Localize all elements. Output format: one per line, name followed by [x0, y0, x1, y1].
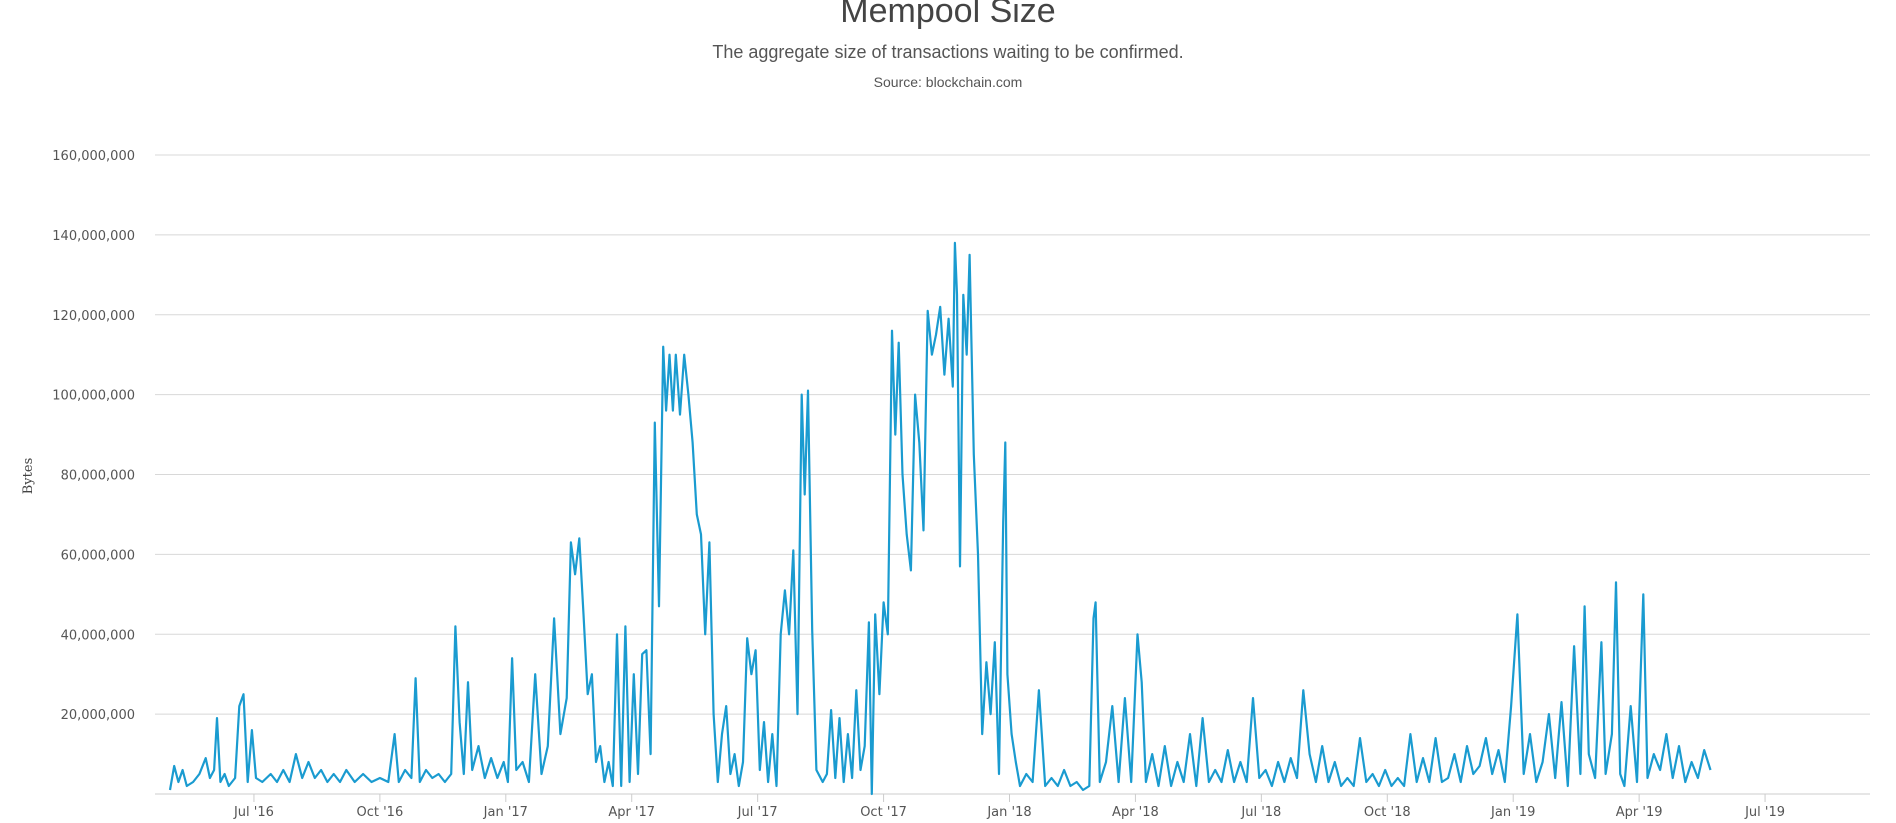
x-tick-label: Jul '16 — [233, 805, 274, 820]
gridlines — [155, 154, 1870, 795]
x-tick-label: Apr '18 — [1112, 805, 1159, 820]
x-tick-label: Oct '16 — [357, 805, 404, 820]
x-tick-label: Oct '18 — [1364, 805, 1411, 820]
x-tick-label: Oct '17 — [860, 805, 907, 820]
y-axis-label: Bytes — [21, 458, 36, 495]
y-axis-ticks: 20,000,000 40,000,000 60,000,000 80,000,000… — [52, 149, 135, 723]
x-tick-label: Apr '19 — [1616, 805, 1663, 820]
x-tick-label: Apr '17 — [608, 805, 655, 820]
chart-source: Source: blockchain.com — [873, 74, 1023, 90]
x-tick-label: Jan '19 — [1490, 805, 1535, 820]
x-axis-ticks: Jul '16 Oct '16 Jan '17 Apr '17 Jul '17 Oct '… — [233, 794, 1785, 820]
x-tick-label: Jul '18 — [1240, 805, 1281, 820]
x-tick-label: Jul '19 — [1744, 805, 1785, 820]
chart-title: Mempool Size — [840, 0, 1056, 30]
y-tick-label: 140,000,000 — [52, 229, 135, 244]
x-tick-label: Jan '17 — [483, 805, 528, 820]
y-tick-label: 160,000,000 — [52, 149, 135, 164]
x-tick-label: Jan '18 — [986, 805, 1031, 820]
y-tick-label: 100,000,000 — [52, 389, 135, 404]
y-tick-label: 120,000,000 — [52, 309, 135, 324]
chart-subtitle: The aggregate size of transactions waiti… — [712, 42, 1184, 62]
y-tick-label: 60,000,000 — [61, 548, 135, 563]
series-line — [168, 241, 1712, 796]
x-tick-label: Jul '17 — [737, 805, 778, 820]
y-tick-label: 20,000,000 — [61, 708, 135, 723]
y-tick-label: 40,000,000 — [61, 628, 135, 643]
y-tick-label: 80,000,000 — [61, 469, 135, 484]
series-layer — [168, 241, 1712, 796]
